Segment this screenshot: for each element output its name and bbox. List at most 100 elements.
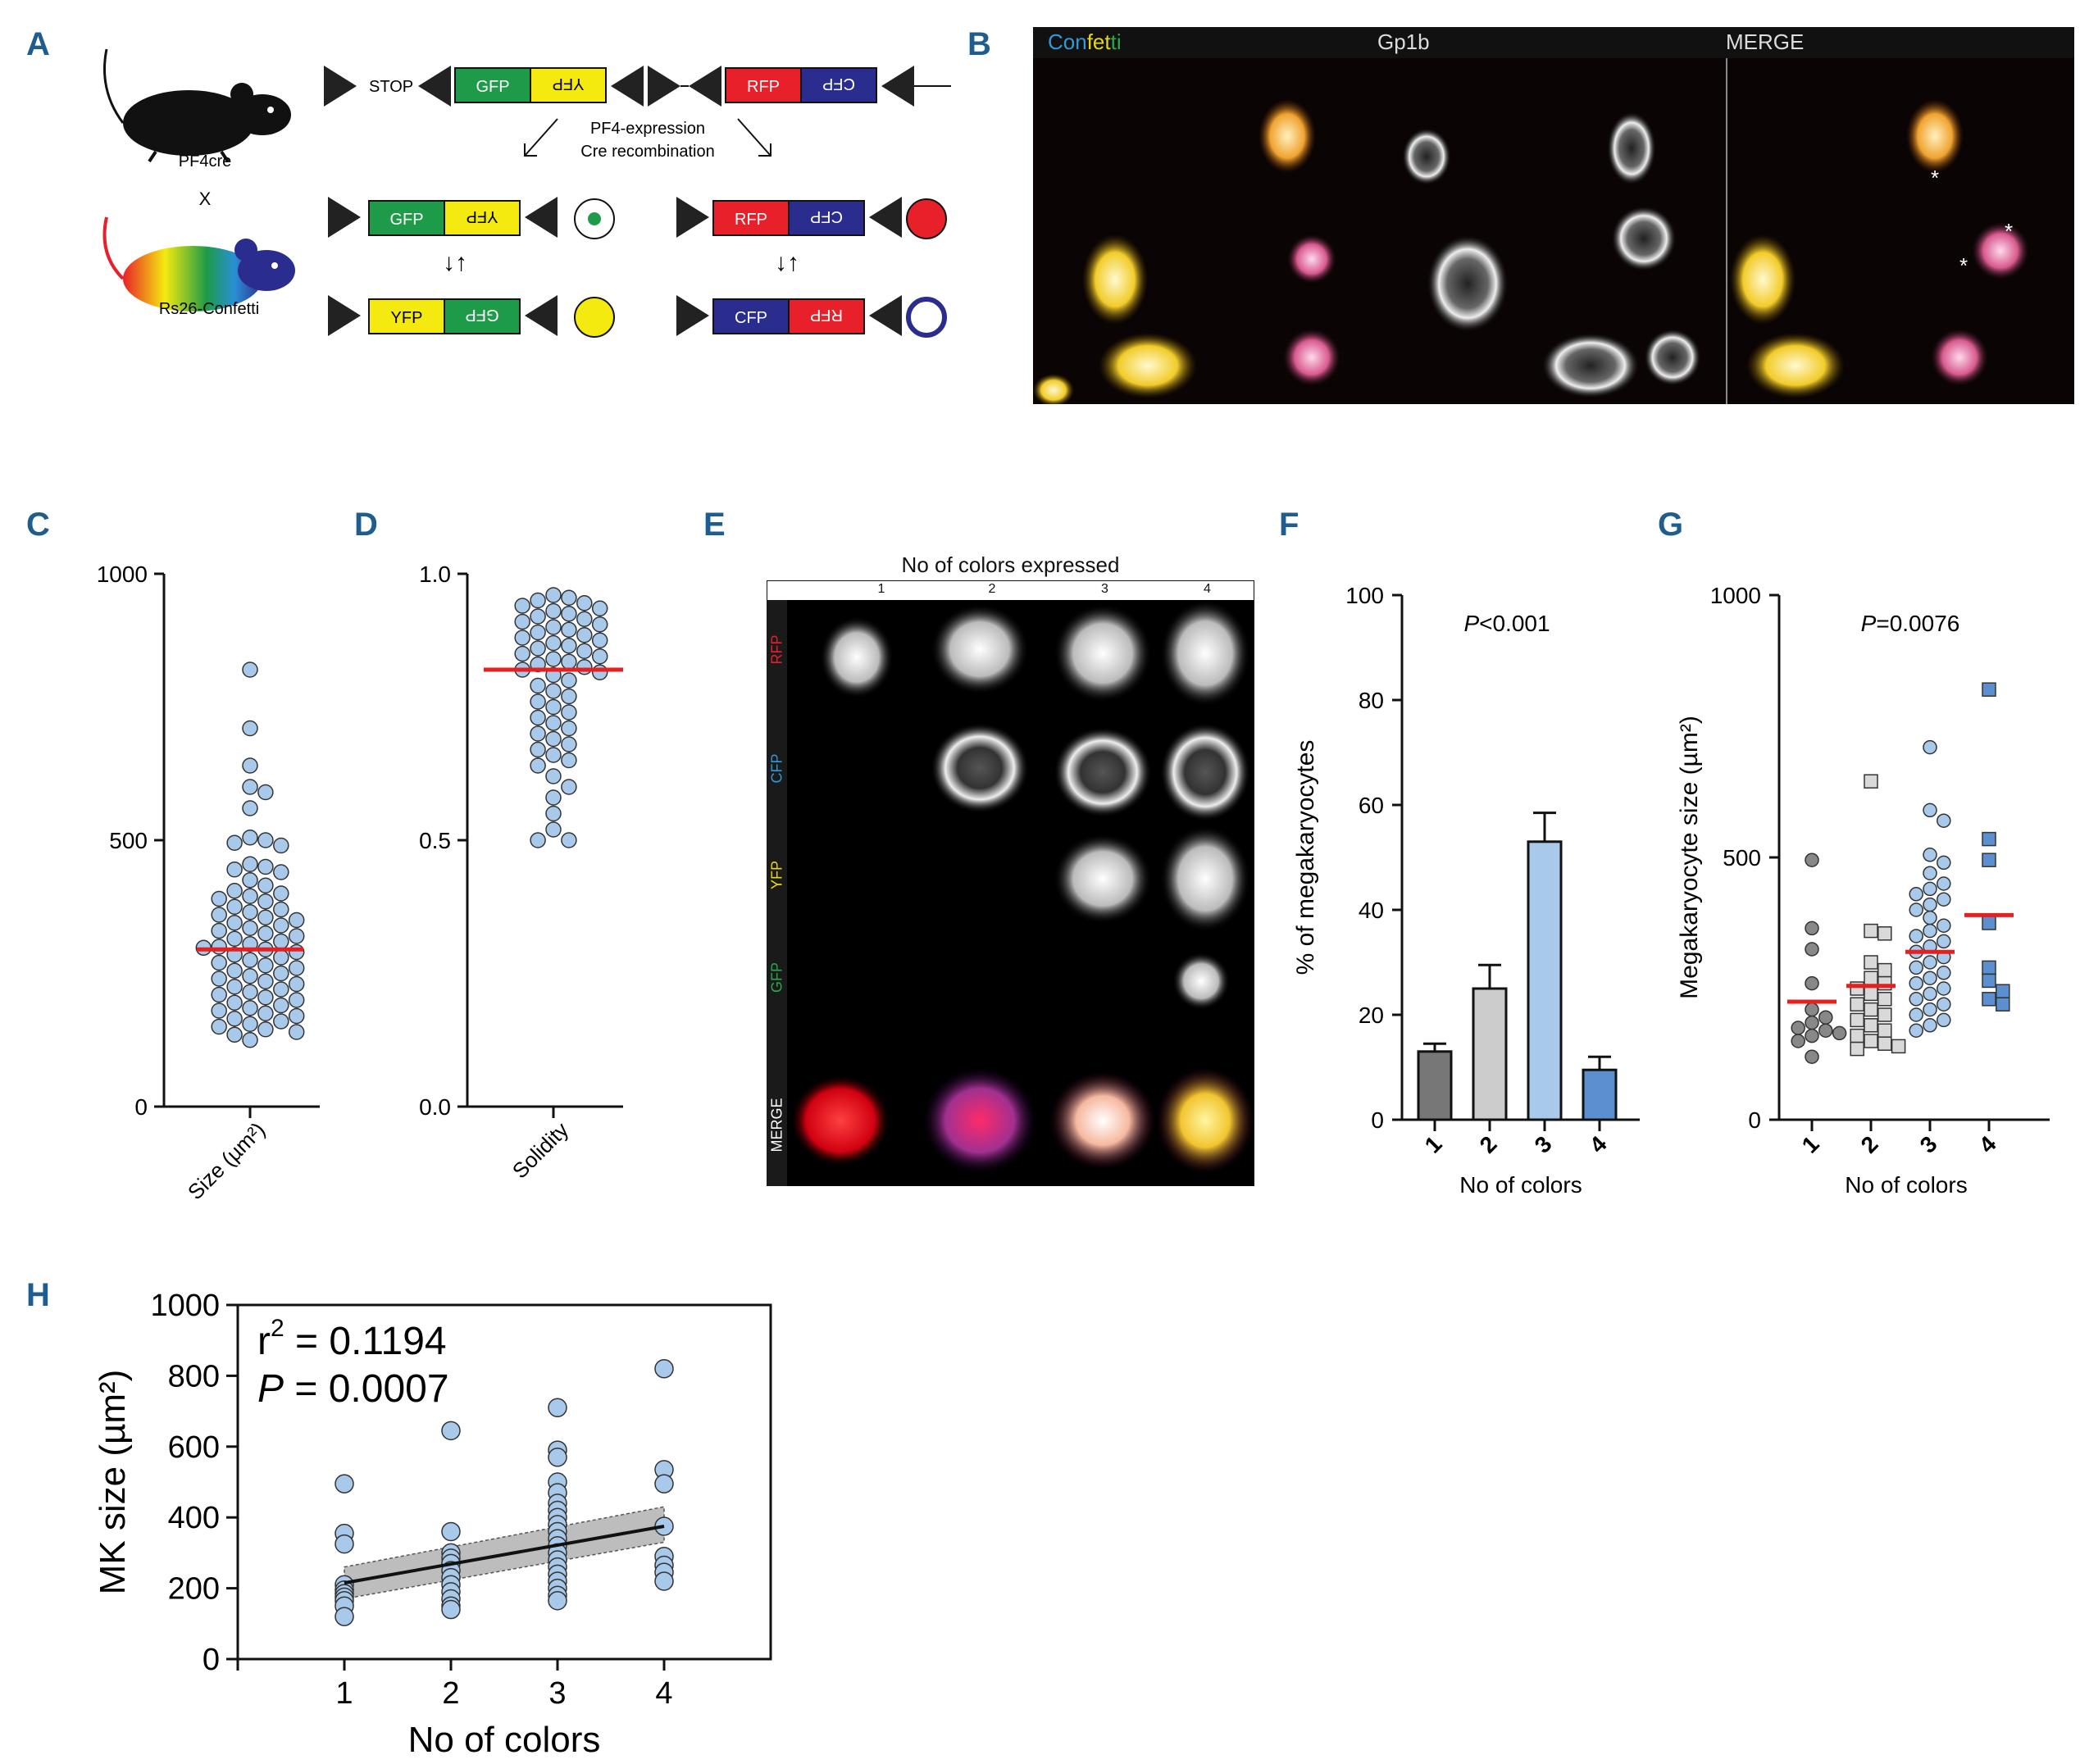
panel-c-chart: 1000 500 0 Size (µm²) (97, 561, 320, 1204)
d-point-29 (591, 664, 608, 680)
panel-label-h: H (26, 1277, 50, 1313)
c-point-39 (288, 943, 305, 961)
e-row-merge: MERGE (768, 1098, 785, 1153)
c-point-23 (242, 904, 258, 921)
h-point-0-9 (335, 1607, 354, 1626)
yfp-state2-label: YFP (391, 309, 423, 327)
c-point-1 (242, 720, 258, 737)
h-xtick-0: 1 (335, 1676, 353, 1711)
g-point-2-11 (1909, 902, 1923, 917)
c-point-43 (211, 954, 227, 971)
d-point-16 (514, 630, 530, 646)
d-point-0 (545, 587, 562, 603)
g-point-2-8 (1909, 887, 1923, 902)
rfp-box (725, 67, 802, 103)
d-point-43 (561, 736, 577, 752)
d-point-7 (561, 606, 577, 622)
c-point-24 (211, 907, 227, 923)
panel-label-c: C (26, 507, 50, 543)
c-point-49 (211, 971, 227, 987)
g-point-1-14 (1864, 1018, 1878, 1033)
c-point-47 (273, 965, 289, 982)
c-point-13 (273, 864, 289, 880)
h-ytick-0: 0 (203, 1643, 220, 1677)
rfp-state-label: RFP (735, 211, 767, 229)
g-point-1-0 (1864, 774, 1878, 789)
e-col-3: 3 (1101, 582, 1108, 596)
g-point-2-14 (1923, 923, 1937, 939)
d-point-32 (530, 677, 546, 694)
c-point-15 (257, 877, 274, 893)
c-point-4 (257, 784, 274, 801)
c-point-12 (226, 862, 243, 878)
panel-a-schematic: PF4cre X Rs26-Confetti STOP GFP YFP RFP … (102, 48, 951, 338)
g-ytick-1: 500 (1723, 845, 1761, 871)
c-xlabel: Size (µm²) (183, 1117, 270, 1204)
g-point-2-5 (1923, 866, 1937, 880)
confetti-mouse-icon (102, 216, 295, 311)
e-col-4: 4 (1204, 582, 1211, 596)
g-point-2-24 (1909, 975, 1923, 991)
g-point-2-22 (1937, 966, 1951, 980)
c-point-9 (273, 837, 289, 854)
c-point-26 (288, 912, 305, 929)
d-point-31 (561, 672, 577, 689)
g-point-0-6 (1805, 1015, 1819, 1030)
g-point-3-2 (1982, 852, 1996, 867)
c-point-30 (211, 922, 227, 939)
c-point-8 (226, 834, 243, 851)
stop-label: STOP (369, 78, 413, 96)
rfp-label: RFP (747, 78, 780, 96)
h-point-2-19 (548, 1590, 567, 1611)
c-point-34 (273, 933, 289, 950)
g-point-3-6 (1996, 984, 2010, 998)
g-xlabel: No of colors (1845, 1172, 1967, 1198)
c-point-58 (226, 994, 243, 1011)
g-point-2-26 (1923, 986, 1937, 1002)
c-point-66 (242, 1016, 258, 1032)
g-point-2-4 (1937, 855, 1951, 871)
g-point-0-1 (1805, 921, 1819, 936)
c-point-5 (242, 800, 258, 816)
d-point-24 (545, 651, 562, 667)
g-point-2-31 (1937, 1012, 1951, 1028)
h-ytick-1: 200 (168, 1572, 220, 1607)
g-point-2-29 (1923, 1002, 1937, 1017)
d-point-1 (561, 589, 577, 606)
h-point-0-2 (335, 1534, 354, 1554)
panel-label-b: B (967, 26, 991, 62)
g-point-1-20 (1850, 1041, 1864, 1057)
g-point-2-15 (1909, 929, 1923, 943)
d-point-48 (545, 768, 562, 784)
micrograph-cells: * * * (1033, 99, 2029, 404)
g-point-1-13 (1850, 1012, 1864, 1028)
g-point-2-1 (1923, 802, 1937, 818)
d-point-9 (576, 611, 593, 627)
c-point-28 (273, 917, 289, 934)
g-point-1-17 (1864, 1034, 1878, 1048)
asterisk-2: * (2005, 219, 2013, 243)
f-ytick-5: 100 (1345, 583, 1384, 608)
d-point-22 (514, 645, 530, 662)
d-point-53 (561, 832, 577, 848)
f-xtick-2: 3 (1530, 1131, 1557, 1158)
g-xtick-3: 4 (1974, 1130, 2001, 1157)
c-point-63 (288, 1007, 305, 1025)
d-point-34 (561, 688, 577, 705)
c-ytick-1000: 1000 (97, 561, 148, 587)
merge-label: MERGE (1726, 30, 1805, 54)
g-point-0-8 (1818, 1023, 1833, 1038)
panel-label-f: F (1279, 507, 1299, 543)
c-point-33 (226, 930, 243, 947)
c-ytick-500: 500 (109, 828, 148, 853)
g-point-2-16 (1937, 934, 1951, 949)
panel-label-g: G (1658, 507, 1684, 543)
yfp-box (530, 67, 607, 103)
h-xtick-2: 3 (548, 1676, 566, 1711)
panel-label-e: E (703, 507, 726, 543)
g-point-1-19 (1891, 1039, 1906, 1054)
c-point-56 (257, 989, 274, 1006)
c-point-69 (288, 1024, 305, 1040)
d-point-41 (530, 725, 546, 742)
f-xtick-1: 2 (1475, 1131, 1502, 1158)
